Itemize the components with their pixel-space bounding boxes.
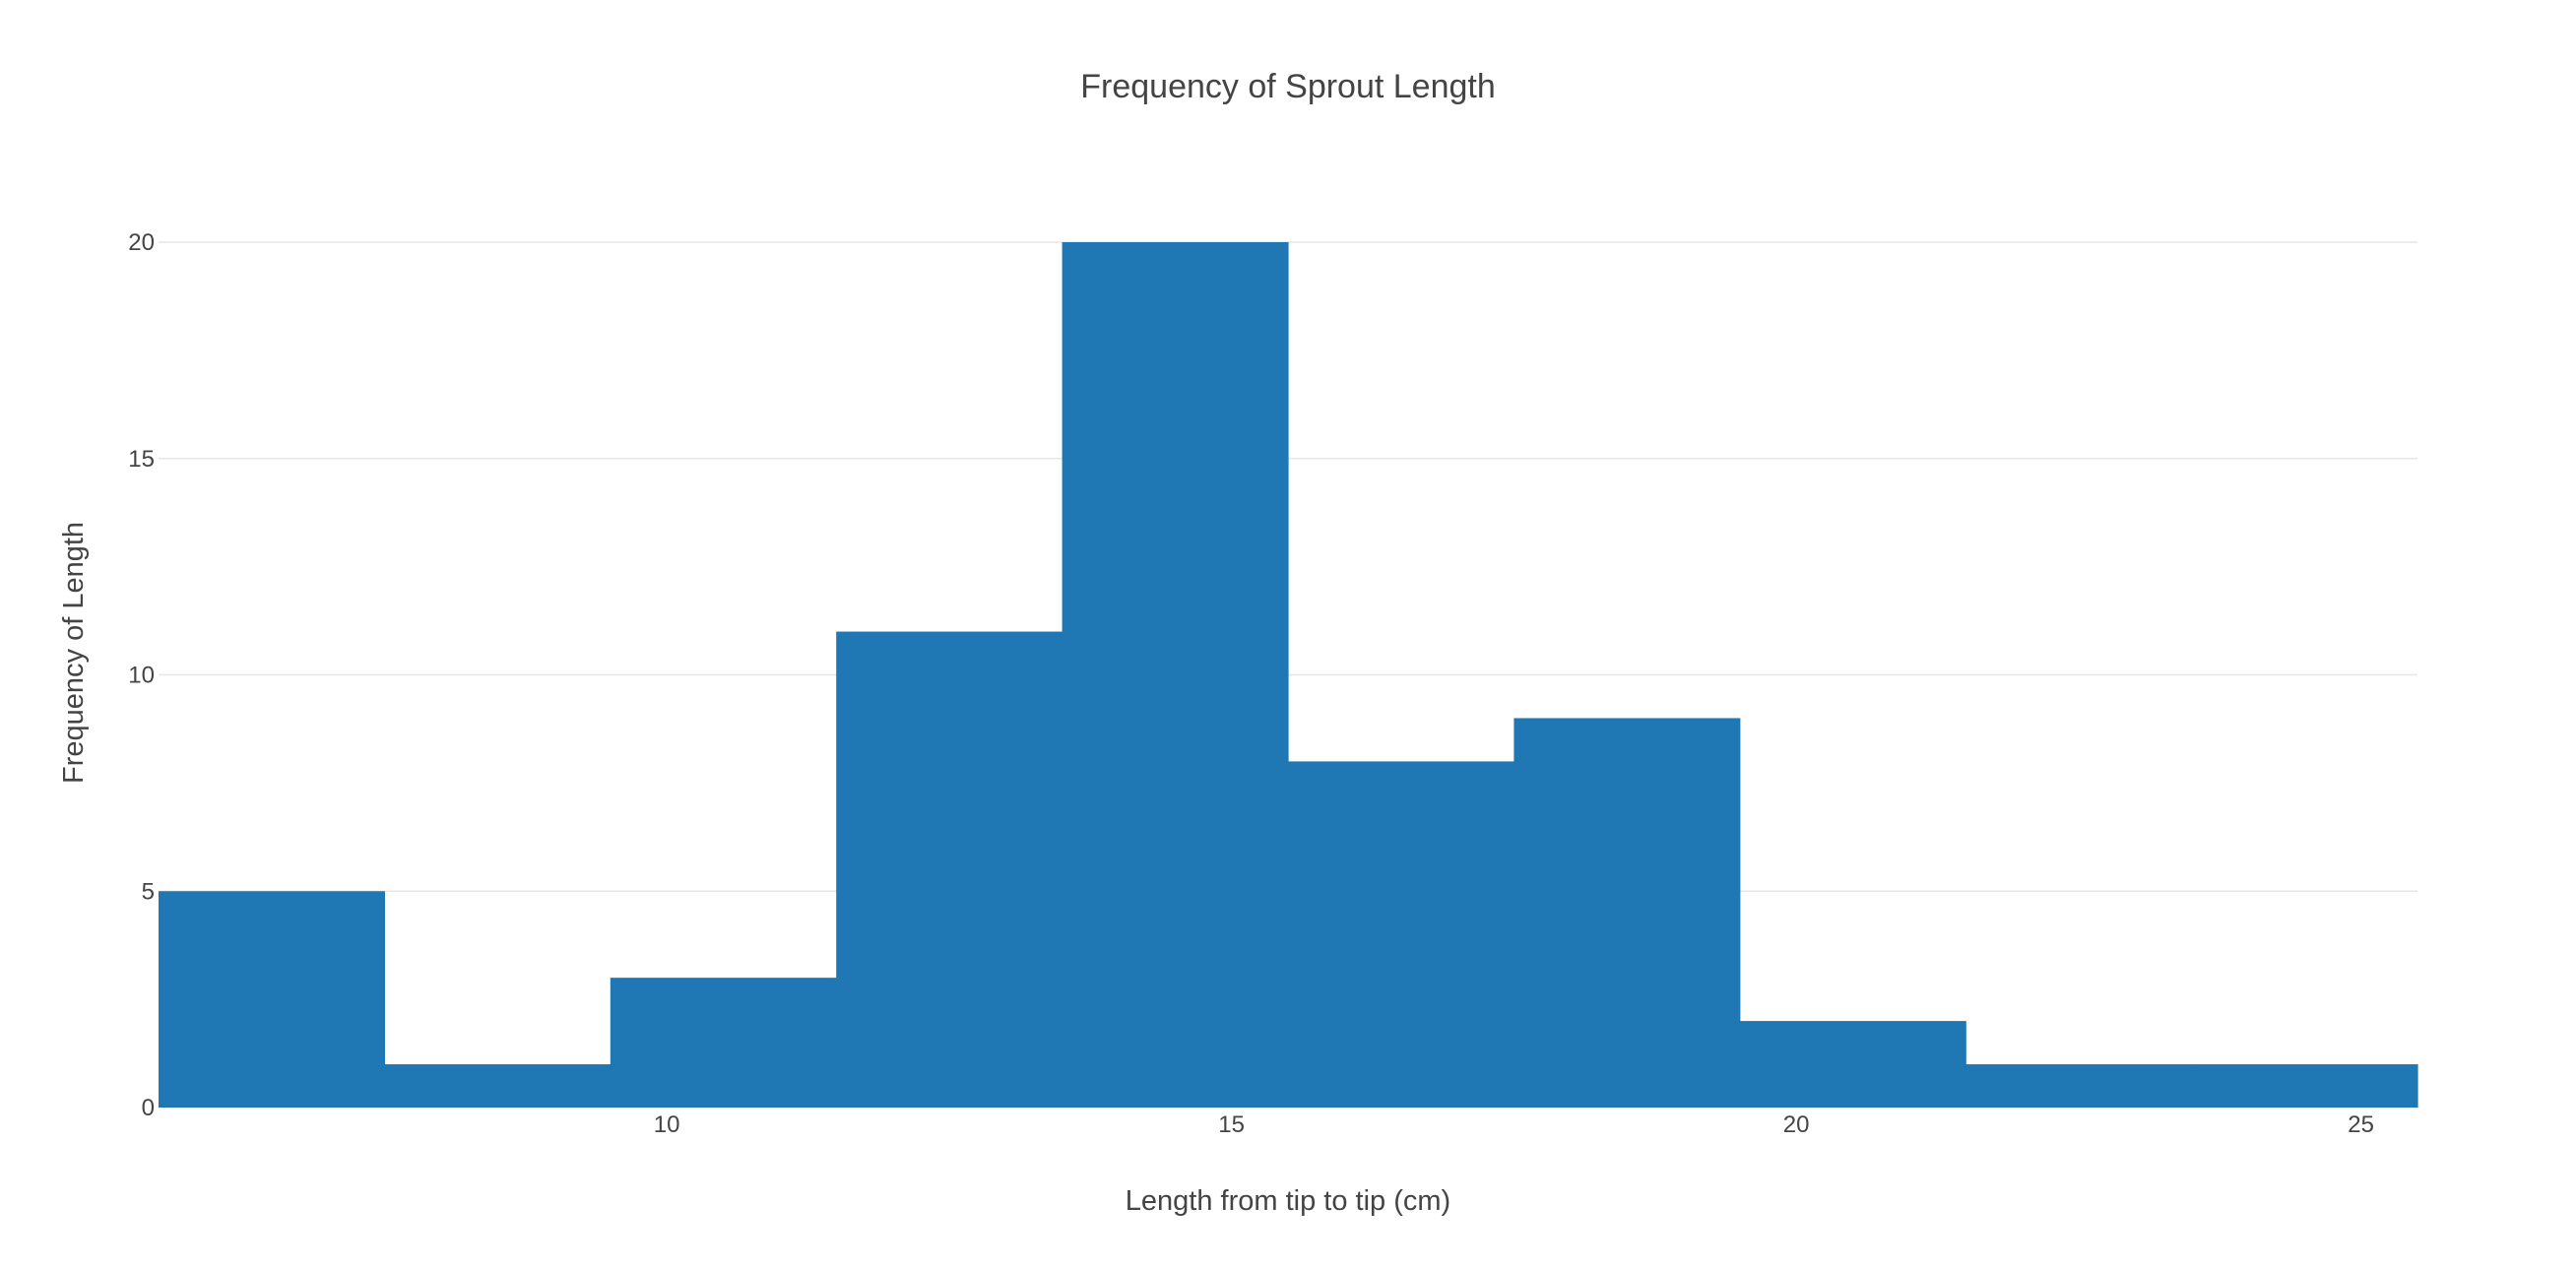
y-tick-label: 0	[142, 1095, 155, 1121]
y-tick-label: 15	[128, 446, 155, 473]
x-tick-label: 20	[1783, 1111, 1810, 1138]
histogram-bar-8	[1739, 1021, 1966, 1108]
chart-title: Frequency of Sprout Length	[1080, 68, 1496, 105]
bar-layer	[159, 242, 2418, 1108]
x-axis-title: Length from tip to tip (cm)	[1126, 1185, 1450, 1217]
histogram-bar-2	[384, 1064, 612, 1108]
y-tick-label: 5	[142, 878, 155, 905]
histogram-bar-10	[2191, 1064, 2418, 1108]
x-tick-label: 15	[1218, 1111, 1245, 1138]
histogram-bar-1	[159, 891, 385, 1108]
histogram-bar-3	[610, 978, 837, 1108]
y-tick-labels: 0 5 10 15 20	[128, 229, 155, 1121]
histogram-bar-9	[1965, 1064, 2193, 1108]
histogram-bar-4	[836, 631, 1063, 1108]
x-tick-label: 10	[654, 1111, 680, 1138]
y-tick-label: 20	[128, 229, 155, 256]
y-axis-title: Frequency of Length	[58, 522, 90, 784]
x-tick-label: 25	[2348, 1111, 2374, 1138]
histogram-bar-6	[1288, 761, 1514, 1108]
y-tick-label: 10	[128, 663, 155, 689]
x-tick-labels: 10 15 20 25	[654, 1111, 2374, 1138]
histogram-bar-7	[1513, 718, 1741, 1108]
histogram-bar-5	[1062, 242, 1289, 1108]
